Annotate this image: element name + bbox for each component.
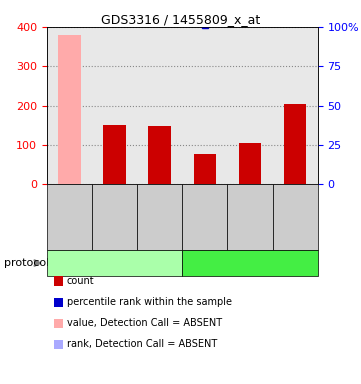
Text: leptin replacement: leptin replacement bbox=[201, 258, 299, 268]
Text: GSM276722: GSM276722 bbox=[155, 190, 164, 244]
Text: GSM276718: GSM276718 bbox=[245, 190, 255, 244]
Bar bbox=[239, 143, 261, 184]
Text: GSM276721: GSM276721 bbox=[110, 190, 119, 244]
Text: protocol: protocol bbox=[4, 258, 49, 268]
Bar bbox=[148, 126, 171, 184]
Text: count: count bbox=[67, 276, 95, 286]
Bar bbox=[284, 104, 306, 184]
Text: GSM276719: GSM276719 bbox=[291, 190, 300, 244]
Bar bbox=[103, 125, 126, 184]
Text: leptin deficiency: leptin deficiency bbox=[71, 258, 158, 268]
Text: percentile rank within the sample: percentile rank within the sample bbox=[67, 297, 232, 307]
Text: GSM276720: GSM276720 bbox=[65, 190, 74, 244]
Text: GDS3316 / 1455809_x_at: GDS3316 / 1455809_x_at bbox=[101, 13, 260, 26]
Text: rank, Detection Call = ABSENT: rank, Detection Call = ABSENT bbox=[67, 339, 217, 349]
Bar bbox=[58, 35, 81, 184]
Text: GSM276717: GSM276717 bbox=[200, 190, 209, 244]
Bar bbox=[193, 154, 216, 184]
Text: value, Detection Call = ABSENT: value, Detection Call = ABSENT bbox=[67, 318, 222, 328]
